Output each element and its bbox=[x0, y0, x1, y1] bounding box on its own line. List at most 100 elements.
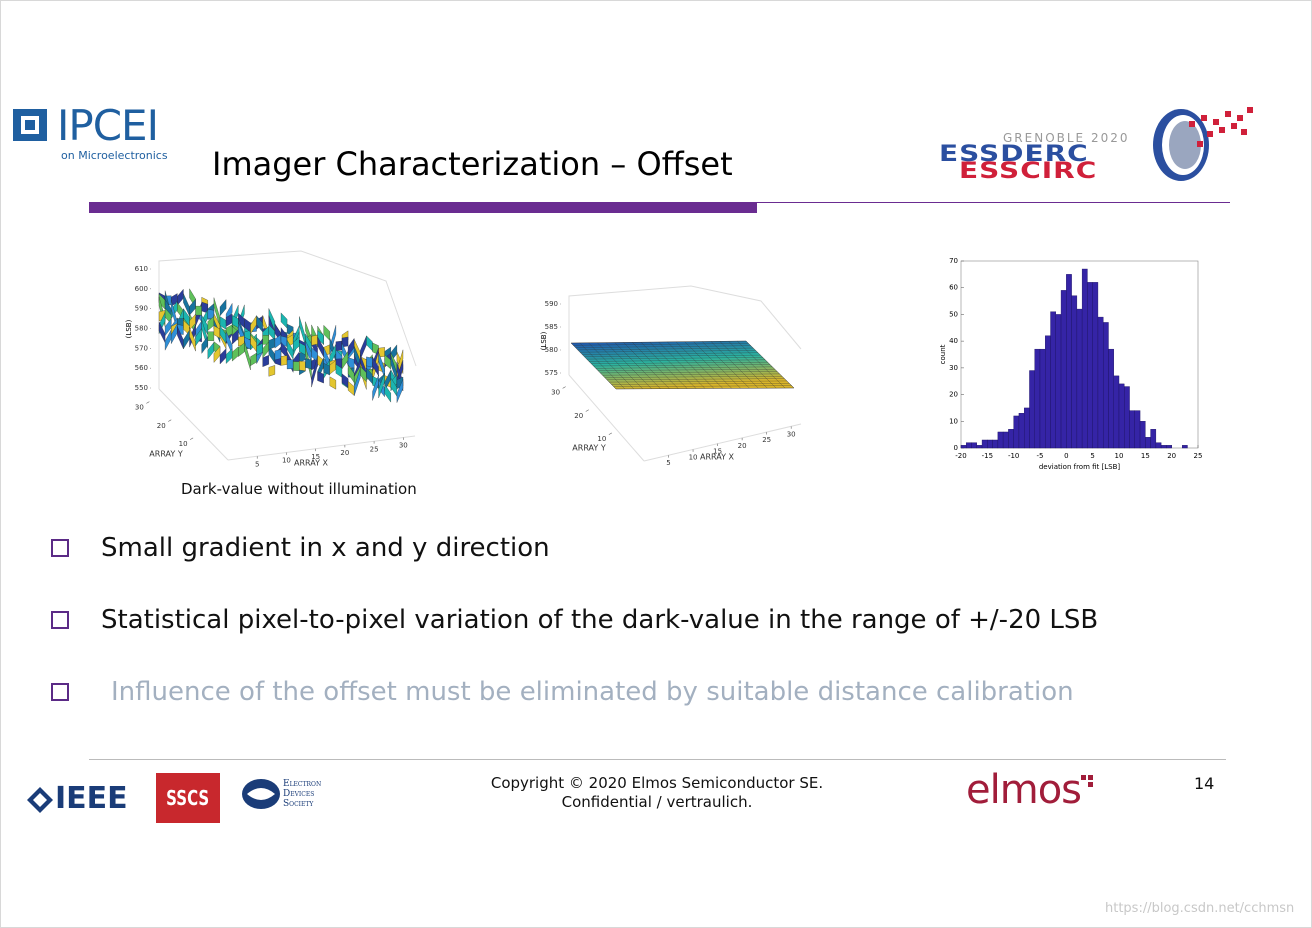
surface-facet bbox=[177, 288, 184, 306]
surface-facet bbox=[274, 349, 282, 361]
plane-mesh bbox=[737, 340, 786, 389]
z-tick-label: 550 bbox=[135, 384, 148, 392]
bar bbox=[1166, 445, 1172, 449]
x-tick-label: 25 bbox=[1194, 452, 1203, 460]
ieee-icon bbox=[27, 787, 53, 813]
bar bbox=[1039, 348, 1046, 449]
surface-facet bbox=[244, 341, 251, 371]
x-tick-label: -20 bbox=[955, 452, 966, 460]
ipcei-subtitle: on Microelectronics bbox=[61, 149, 168, 162]
conf-name-2: ESSCIRC bbox=[959, 157, 1098, 184]
x-axis-label: ARRAY X bbox=[294, 459, 329, 468]
surface-facet bbox=[305, 358, 312, 370]
surface-facet bbox=[360, 366, 367, 383]
z-tick-label: 610 bbox=[135, 265, 148, 273]
surface-facet bbox=[317, 336, 324, 358]
y-tick-label: 10 bbox=[597, 435, 606, 443]
surface-facet bbox=[280, 355, 288, 366]
surface-facet bbox=[219, 299, 227, 317]
axes-box bbox=[568, 374, 645, 462]
bar bbox=[1155, 442, 1162, 449]
x-tick-label: 10 bbox=[1115, 452, 1124, 460]
surface-facet bbox=[286, 359, 294, 370]
x-tick-label: 20 bbox=[738, 442, 747, 450]
plane-mesh bbox=[597, 369, 775, 371]
bar bbox=[1081, 268, 1088, 449]
x-tick-label: 30 bbox=[787, 430, 796, 438]
x-axis-label: deviation from fit [LSB] bbox=[1039, 463, 1121, 471]
bar bbox=[966, 442, 972, 449]
axes-box bbox=[227, 435, 416, 461]
bar bbox=[997, 431, 1004, 449]
y-axis-label: ARRAY Y bbox=[572, 444, 606, 453]
bar bbox=[1050, 311, 1056, 449]
bullet-box bbox=[51, 539, 69, 557]
axes-box bbox=[158, 388, 229, 461]
plane-mesh bbox=[595, 366, 773, 369]
plane-mesh bbox=[613, 385, 792, 387]
sscs-text: SSCS bbox=[166, 786, 210, 810]
bullet-box bbox=[51, 611, 69, 629]
y-tick bbox=[146, 401, 150, 404]
axes-box bbox=[568, 285, 802, 375]
title-bar bbox=[89, 202, 757, 213]
elmos-dots bbox=[1081, 775, 1093, 787]
plane-mesh bbox=[604, 376, 783, 378]
bar bbox=[992, 439, 999, 449]
bar bbox=[1108, 348, 1114, 449]
y-tick-label: 20 bbox=[157, 422, 166, 430]
bar bbox=[1139, 421, 1146, 449]
bar bbox=[1181, 445, 1188, 449]
bar bbox=[1008, 429, 1014, 449]
bar bbox=[1118, 383, 1125, 449]
bullet: Small gradient in x and y direction bbox=[51, 533, 550, 563]
surface-facet bbox=[323, 324, 330, 341]
bullet: Statistical pixel-to-pixel variation of … bbox=[51, 605, 1098, 635]
x-tick-label: 25 bbox=[762, 436, 771, 444]
surface-facet bbox=[201, 335, 208, 354]
y-tick-label: 60 bbox=[949, 284, 958, 292]
x-tick-label: 5 bbox=[255, 460, 259, 468]
page-number: 14 bbox=[1194, 774, 1215, 793]
bar bbox=[1113, 375, 1120, 449]
bar bbox=[1071, 295, 1078, 449]
bar bbox=[1013, 415, 1020, 449]
surface-facet bbox=[347, 380, 355, 396]
plane-mesh bbox=[667, 341, 715, 389]
bar bbox=[1097, 316, 1104, 449]
figure-caption: Dark-value without illumination bbox=[181, 480, 417, 498]
plane-mesh bbox=[593, 364, 771, 367]
bar bbox=[1055, 314, 1062, 449]
conf-emblem bbox=[1153, 107, 1253, 181]
watermark: https://blog.csdn.net/cchmsn bbox=[1105, 901, 1295, 916]
surface-facet bbox=[396, 379, 404, 403]
surface-facet bbox=[311, 355, 318, 388]
surface-facet bbox=[232, 346, 239, 362]
eds-logo: Electron Devices Society bbox=[283, 779, 321, 809]
bar bbox=[1066, 274, 1072, 449]
surface-facet bbox=[299, 360, 306, 371]
title-rule bbox=[757, 202, 1230, 203]
z-tick-label: 585 bbox=[545, 323, 558, 331]
plane-mesh bbox=[600, 371, 778, 374]
surface-facet bbox=[317, 330, 324, 345]
x-tick-label: 0 bbox=[1064, 452, 1068, 460]
surface-facet bbox=[213, 325, 221, 339]
bar bbox=[987, 439, 993, 449]
surface-facet bbox=[268, 337, 276, 350]
surface-facet bbox=[286, 339, 294, 360]
surface-facet bbox=[384, 384, 391, 403]
surface-facet bbox=[207, 331, 215, 341]
surface-facet bbox=[366, 356, 373, 368]
surface-facet bbox=[268, 365, 276, 377]
plane-mesh bbox=[684, 341, 732, 389]
sscs-logo: SSCS bbox=[156, 773, 220, 823]
eds-line: Electron bbox=[283, 779, 322, 789]
bar bbox=[1087, 282, 1093, 449]
z-tick-label: 570 bbox=[135, 344, 148, 352]
y-tick bbox=[189, 437, 194, 440]
ieee-logo: IEEE bbox=[55, 781, 128, 816]
y-tick-label: 10 bbox=[949, 417, 958, 425]
eds-line: Society bbox=[283, 799, 314, 809]
